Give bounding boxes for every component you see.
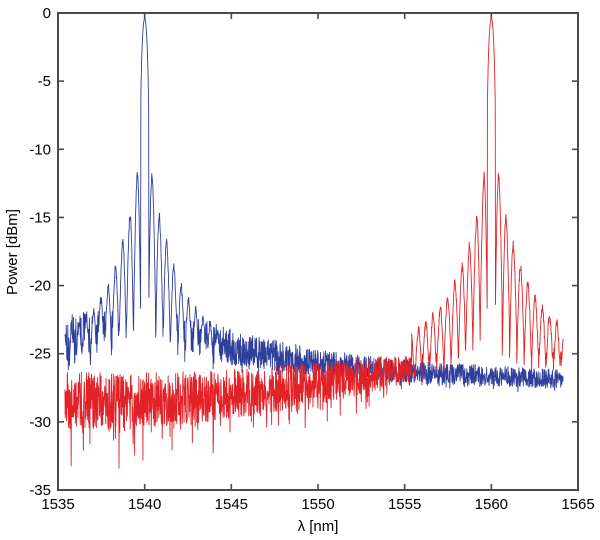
x-tick-label: 1560: [475, 496, 508, 513]
y-axis-label: Power [dBm]: [4, 209, 21, 295]
trace-layer: [64, 18, 564, 469]
x-tick-label: 1555: [388, 496, 421, 513]
axes-frame: [57, 12, 579, 491]
y-tick-label: -35: [29, 482, 51, 499]
x-tick-label: 1565: [561, 496, 594, 513]
y-tick-label: -30: [29, 414, 51, 431]
y-tick-label: -25: [29, 346, 51, 363]
x-tick-label: 1545: [215, 496, 248, 513]
y-tick-label: -15: [29, 209, 51, 226]
x-tick-label: 1550: [301, 496, 334, 513]
tick-labels: 1535 1540 1545 1550 1555 1560 1565 0 -5 -10 -15 -20…: [29, 5, 594, 513]
y-tick-label: -10: [29, 141, 51, 158]
y-tick-label: -20: [29, 278, 51, 295]
y-tick-label: 0: [43, 5, 51, 22]
x-axis-label: λ [nm]: [298, 518, 339, 535]
y-tick-label: -5: [38, 73, 51, 90]
x-tick-label: 1535: [41, 496, 74, 513]
x-tick-label: 1540: [128, 496, 161, 513]
axis-labels: λ [nm] Power [dBm]: [4, 209, 338, 535]
trace-laser-line-1560nm: [64, 18, 564, 469]
